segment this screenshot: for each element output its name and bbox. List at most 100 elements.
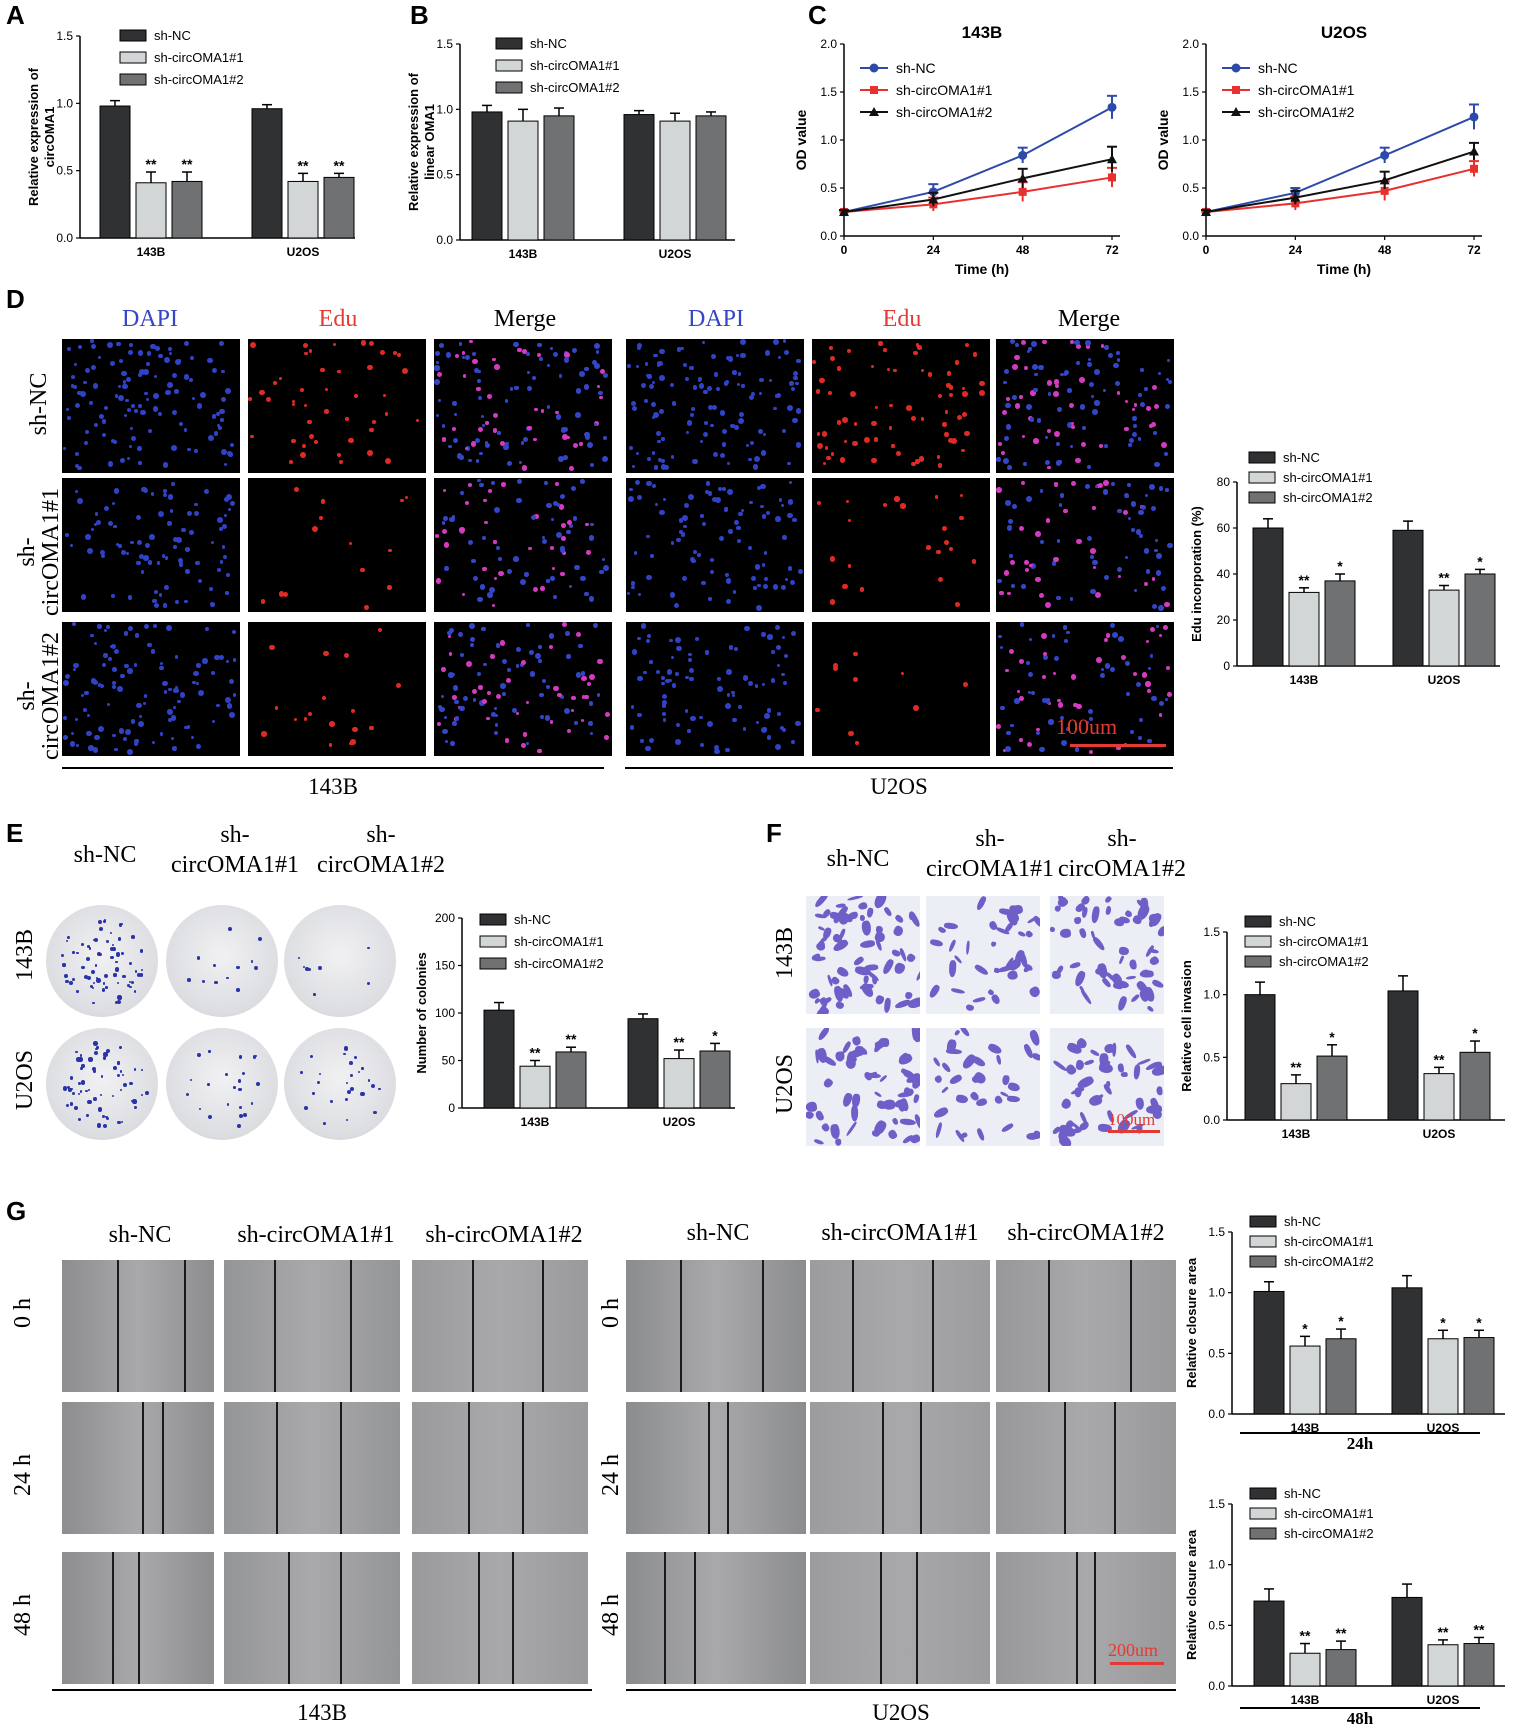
cell-dot bbox=[136, 702, 142, 709]
cell-dot bbox=[812, 359, 817, 364]
cell-dot bbox=[1164, 698, 1169, 702]
invading-cell bbox=[813, 896, 830, 909]
cell-dot bbox=[465, 660, 472, 667]
f-row-143b: 143B bbox=[772, 927, 798, 980]
invading-cell bbox=[1090, 905, 1101, 924]
cell-dot bbox=[122, 736, 127, 741]
cell-dot bbox=[221, 523, 227, 529]
cell-dot bbox=[481, 626, 486, 632]
cell-dot bbox=[740, 339, 747, 346]
cell-dot bbox=[448, 672, 454, 678]
cell-dot bbox=[493, 576, 498, 581]
y-tick-label: 1.5 bbox=[56, 29, 73, 43]
cell-dot bbox=[721, 442, 727, 447]
cell-dot bbox=[1032, 363, 1039, 370]
fluorescence-image bbox=[996, 339, 1174, 473]
cell-dot bbox=[594, 420, 600, 426]
y-tick-label: 0.0 bbox=[1208, 1679, 1225, 1693]
cell-dot bbox=[227, 450, 233, 456]
colony-dot bbox=[121, 952, 125, 956]
cell-dot bbox=[126, 408, 132, 413]
x-category-label: 143B bbox=[1282, 1127, 1311, 1141]
invading-cell bbox=[948, 1072, 964, 1086]
cell-dot bbox=[785, 577, 789, 581]
cell-dot bbox=[561, 456, 565, 461]
cell-dot bbox=[273, 381, 277, 385]
invading-cell bbox=[1118, 946, 1130, 956]
cell-dot bbox=[112, 440, 117, 444]
invading-cell bbox=[915, 965, 920, 982]
cell-dot bbox=[1039, 488, 1044, 493]
cell-dot bbox=[225, 387, 231, 394]
x-tick-label: 48 bbox=[1378, 243, 1392, 257]
cell-dot bbox=[221, 369, 225, 373]
cell-dot bbox=[1019, 622, 1025, 627]
cell-dot bbox=[1124, 426, 1129, 432]
cell-dot bbox=[669, 591, 676, 598]
cell-dot bbox=[125, 728, 132, 735]
cell-dot bbox=[118, 358, 124, 364]
cell-dot bbox=[781, 428, 787, 434]
cell-dot bbox=[853, 651, 858, 657]
cell-dot bbox=[762, 433, 766, 437]
cell-dot bbox=[580, 671, 586, 676]
invading-cell bbox=[975, 896, 987, 911]
cell-dot bbox=[158, 593, 163, 597]
cell-dot bbox=[566, 520, 572, 526]
cell-dot bbox=[1011, 503, 1017, 509]
cell-dot bbox=[192, 680, 197, 685]
invading-cell bbox=[950, 987, 966, 995]
fluorescence-image bbox=[248, 478, 426, 612]
wound-edge-line bbox=[138, 1552, 140, 1684]
cell-dot bbox=[714, 497, 721, 504]
colony-dot bbox=[357, 1071, 360, 1074]
wound-edge-line bbox=[1130, 1260, 1132, 1392]
wound-edge-line bbox=[1048, 1260, 1050, 1392]
cell-dot bbox=[936, 549, 941, 555]
cell-dot bbox=[996, 487, 1002, 493]
cell-dot bbox=[1086, 465, 1091, 470]
cell-dot bbox=[99, 683, 104, 688]
cell-dot bbox=[479, 700, 485, 706]
cell-dot bbox=[469, 643, 474, 648]
cell-dot bbox=[527, 425, 532, 431]
cell-dot bbox=[714, 744, 720, 750]
cell-dot bbox=[1110, 481, 1115, 486]
cell-dot bbox=[852, 440, 859, 447]
cell-dot bbox=[1089, 749, 1094, 754]
wound-edge-line bbox=[1094, 1552, 1096, 1684]
significance-mark: * bbox=[1472, 1025, 1478, 1041]
wound-image bbox=[810, 1260, 990, 1392]
cell-dot bbox=[111, 501, 115, 505]
cell-dot bbox=[489, 587, 496, 594]
g-48h-label: 48h bbox=[1346, 1709, 1374, 1728]
colony-dot bbox=[94, 964, 98, 967]
cell-dot bbox=[714, 748, 720, 755]
cell-dot bbox=[1036, 418, 1042, 423]
cell-dot bbox=[460, 490, 465, 495]
data-point bbox=[1380, 186, 1389, 195]
cell-dot bbox=[1017, 690, 1021, 694]
cell-dot bbox=[637, 675, 643, 682]
cell-dot bbox=[553, 595, 557, 599]
cell-dot bbox=[143, 555, 149, 561]
cell-dot bbox=[659, 348, 665, 354]
invading-cell bbox=[1104, 896, 1113, 904]
colony-dot bbox=[117, 981, 120, 984]
cell-dot bbox=[1076, 361, 1081, 366]
e-row-u2os: U2OS bbox=[12, 1050, 38, 1111]
cell-dot bbox=[164, 585, 170, 590]
cell-dot bbox=[152, 406, 158, 412]
cell-dot bbox=[1059, 492, 1065, 498]
cell-dot bbox=[101, 662, 107, 668]
cell-dot bbox=[1022, 435, 1026, 439]
cell-dot bbox=[546, 502, 553, 509]
cell-dot bbox=[816, 500, 821, 505]
cell-dot bbox=[1046, 380, 1053, 386]
cell-dot bbox=[183, 340, 189, 346]
legend-swatch bbox=[1248, 451, 1276, 464]
cell-dot bbox=[86, 731, 92, 737]
cell-dot bbox=[110, 360, 116, 366]
cell-dot bbox=[651, 484, 656, 489]
cell-dot bbox=[215, 411, 221, 416]
